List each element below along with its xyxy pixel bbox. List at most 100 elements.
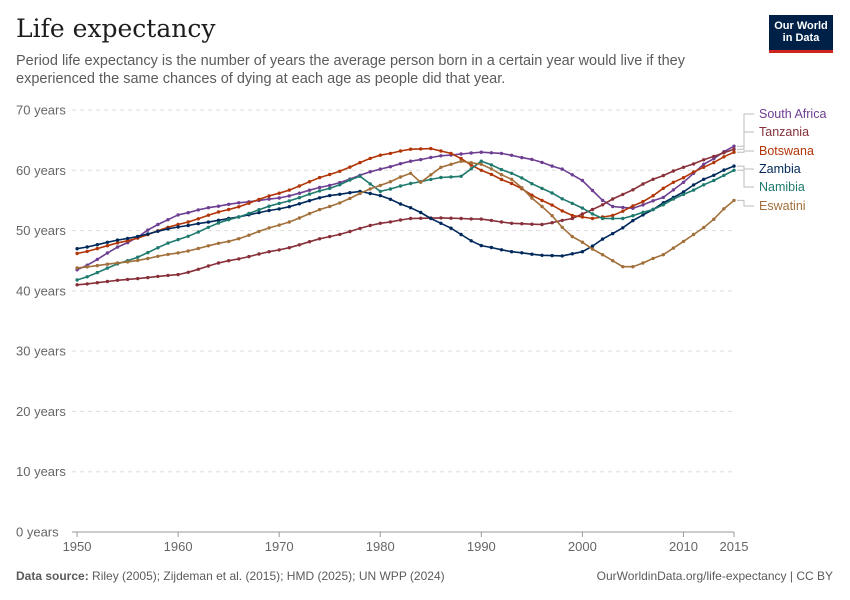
data-point bbox=[338, 192, 342, 196]
y-tick-label: 10 years bbox=[16, 464, 66, 479]
data-point bbox=[651, 177, 655, 181]
data-point bbox=[227, 202, 231, 206]
data-point bbox=[85, 282, 89, 286]
legend-connector bbox=[737, 165, 754, 170]
data-point bbox=[530, 157, 534, 162]
data-point bbox=[691, 170, 696, 174]
data-point bbox=[419, 157, 423, 162]
data-point bbox=[358, 160, 362, 165]
data-point bbox=[570, 201, 574, 206]
data-point bbox=[509, 181, 514, 186]
data-point bbox=[398, 202, 403, 206]
data-point bbox=[237, 215, 241, 219]
data-point bbox=[186, 234, 190, 238]
data-point bbox=[570, 216, 574, 221]
data-point bbox=[388, 180, 393, 184]
data-point bbox=[530, 196, 534, 200]
data-point bbox=[499, 167, 504, 172]
data-point bbox=[317, 196, 322, 200]
y-tick-label: 20 years bbox=[16, 404, 66, 419]
data-point bbox=[611, 216, 615, 221]
data-point bbox=[540, 222, 544, 227]
data-point bbox=[570, 173, 574, 177]
data-point bbox=[651, 256, 655, 261]
data-point bbox=[277, 207, 281, 211]
data-point bbox=[661, 173, 665, 178]
owid-logo[interactable]: Our World in Data bbox=[769, 15, 833, 53]
data-point bbox=[560, 209, 564, 213]
legend-connector bbox=[737, 113, 754, 147]
data-point bbox=[681, 165, 686, 169]
data-point bbox=[408, 206, 413, 210]
data-point bbox=[237, 205, 241, 209]
data-point bbox=[348, 196, 352, 201]
data-point bbox=[479, 243, 483, 248]
data-point bbox=[611, 259, 615, 263]
data-point bbox=[146, 228, 150, 232]
data-point bbox=[348, 165, 352, 169]
data-point bbox=[469, 217, 473, 221]
data-source-text: Riley (2005); Zijdeman et al. (2015); HM… bbox=[92, 569, 445, 583]
data-point bbox=[691, 188, 696, 192]
data-point bbox=[489, 172, 494, 177]
data-point bbox=[297, 216, 302, 220]
data-point bbox=[641, 210, 645, 214]
data-point bbox=[621, 205, 625, 210]
data-point bbox=[479, 150, 483, 154]
data-point bbox=[722, 207, 726, 211]
data-point bbox=[439, 221, 443, 225]
data-point bbox=[307, 188, 312, 192]
footer-link[interactable]: OurWorldinData.org/life-expectancy | CC … bbox=[596, 569, 833, 583]
data-point bbox=[176, 213, 180, 217]
data-point bbox=[237, 257, 241, 261]
data-point bbox=[530, 222, 534, 226]
data-point bbox=[681, 239, 686, 244]
data-point bbox=[580, 178, 585, 183]
data-point bbox=[186, 223, 190, 228]
data-point bbox=[550, 164, 554, 168]
legend-connector bbox=[737, 169, 754, 188]
data-point bbox=[297, 184, 302, 188]
data-point bbox=[95, 270, 100, 275]
data-point bbox=[419, 180, 423, 184]
data-point bbox=[671, 180, 676, 184]
data-point bbox=[429, 216, 433, 221]
data-point bbox=[469, 167, 473, 171]
data-point bbox=[429, 146, 433, 151]
series-namibia bbox=[75, 159, 736, 282]
data-point bbox=[95, 243, 100, 247]
data-point bbox=[732, 198, 736, 203]
data-point bbox=[732, 150, 736, 154]
data-point bbox=[227, 239, 231, 244]
data-point bbox=[702, 183, 706, 187]
data-point bbox=[388, 151, 393, 156]
data-point bbox=[156, 229, 160, 233]
data-point bbox=[651, 194, 655, 198]
data-point bbox=[176, 225, 180, 229]
data-point bbox=[631, 204, 635, 208]
data-point bbox=[560, 225, 564, 229]
data-point bbox=[368, 223, 372, 228]
data-point bbox=[570, 252, 574, 256]
data-point bbox=[105, 244, 110, 248]
x-tick-label: 1990 bbox=[467, 539, 496, 554]
data-point bbox=[459, 216, 463, 221]
data-point bbox=[196, 208, 200, 212]
data-point bbox=[580, 250, 585, 254]
y-tick-label: 30 years bbox=[16, 344, 66, 359]
data-point bbox=[449, 162, 453, 166]
data-point bbox=[328, 172, 332, 177]
data-point bbox=[247, 254, 251, 259]
data-point bbox=[307, 240, 312, 244]
data-point bbox=[277, 248, 281, 252]
data-point bbox=[580, 206, 585, 210]
data-point bbox=[125, 239, 130, 243]
series-zambia bbox=[75, 164, 736, 258]
data-point bbox=[95, 257, 100, 262]
data-point bbox=[520, 251, 524, 255]
data-point bbox=[459, 152, 463, 156]
data-point bbox=[115, 245, 120, 249]
data-point bbox=[499, 173, 504, 177]
data-point bbox=[449, 226, 453, 230]
data-point bbox=[115, 241, 120, 245]
